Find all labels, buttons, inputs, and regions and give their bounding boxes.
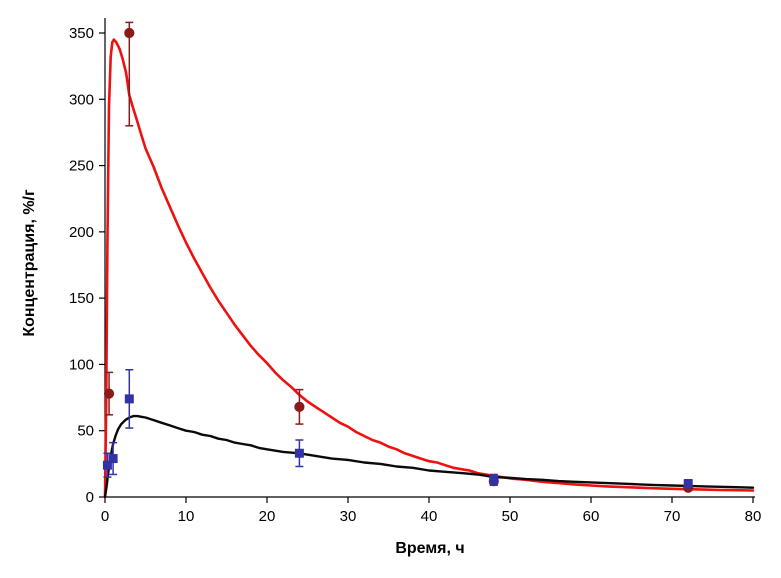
dark-red-circles-marker: [294, 401, 305, 412]
blue-squares-marker: [683, 479, 693, 489]
y-axis-label: Концентрация, %/г: [21, 189, 38, 337]
blue-squares-marker: [124, 394, 134, 404]
dark-red-circles-marker: [103, 388, 115, 399]
y-tick-label: 100: [69, 356, 94, 373]
y-tick-label: 250: [69, 158, 94, 175]
y-tick-label: 300: [69, 91, 94, 108]
x-tick-label: 30: [340, 508, 357, 525]
blue-squares-marker: [108, 454, 118, 464]
x-axis-label: Время, ч: [395, 540, 465, 557]
y-tick-label: 350: [69, 25, 94, 42]
x-tick-label: 0: [101, 508, 109, 525]
x-tick-label: 10: [178, 508, 195, 525]
red-curve: [103, 38, 755, 499]
y-tick-label: 200: [69, 224, 94, 241]
x-tick-label: 80: [745, 508, 762, 525]
x-tick-label: 60: [583, 508, 600, 525]
x-tick-label: 50: [502, 508, 519, 525]
black-curve: [103, 414, 755, 499]
x-tick-label: 70: [664, 508, 681, 525]
y-tick-label: 0: [86, 489, 94, 506]
x-tick-label: 40: [421, 508, 438, 525]
y-tick-label: 50: [77, 423, 94, 440]
blue-squares-marker: [489, 475, 499, 485]
blue-squares-marker: [102, 460, 112, 470]
y-tick-label: 150: [69, 290, 94, 307]
x-tick-label: 20: [259, 508, 276, 525]
dark-red-circles-marker: [124, 27, 135, 39]
blue-squares-marker: [294, 448, 304, 458]
